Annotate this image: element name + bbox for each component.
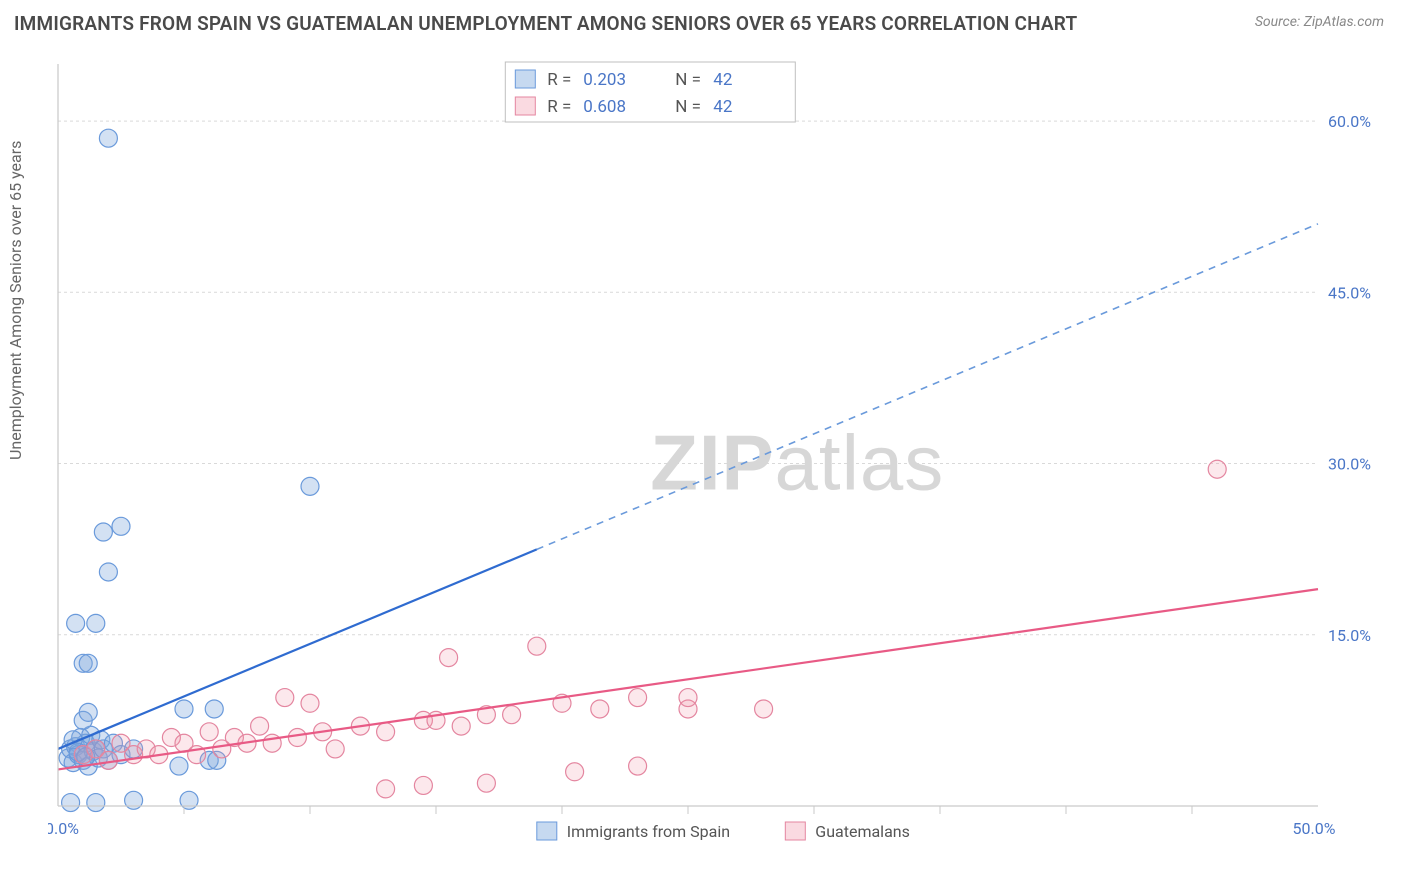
data-point-pink: [679, 689, 697, 707]
data-point-blue: [99, 563, 117, 581]
legend-n-label: N =: [675, 70, 701, 90]
data-point-pink: [629, 757, 647, 775]
data-point-blue: [67, 614, 85, 632]
data-point-pink: [414, 776, 432, 794]
data-point-blue: [170, 757, 188, 775]
watermark: ZIPatlas: [650, 419, 944, 507]
data-point-pink: [1208, 460, 1226, 478]
data-point-blue: [112, 517, 130, 535]
data-point-blue: [205, 700, 223, 718]
legend-r-value: 0.203: [583, 70, 626, 90]
source-attribution: Source: ZipAtlas.com: [1255, 14, 1384, 30]
legend-n-value: 42: [713, 97, 732, 117]
data-point-blue: [301, 477, 319, 495]
legend-n-label: N =: [675, 97, 701, 117]
y-tick-label: 60.0%: [1328, 112, 1371, 131]
chart-title: IMMIGRANTS FROM SPAIN VS GUATEMALAN UNEM…: [14, 12, 1077, 35]
data-point-pink: [276, 689, 294, 707]
data-point-pink: [326, 740, 344, 758]
correlation-scatter-chart: ZIPatlas 0.0% 50.0% 15.0% 30.0% 45.0% 60.0% R =…: [48, 46, 1388, 856]
data-point-blue: [175, 700, 193, 718]
y-tick-label: 30.0%: [1328, 455, 1371, 474]
data-point-pink: [629, 689, 647, 707]
legend-series-label: Immigrants from Spain: [567, 822, 730, 841]
x-tick-label: 50.0%: [1293, 819, 1336, 838]
data-point-pink: [377, 780, 395, 798]
legend-r-label: R =: [547, 97, 571, 117]
data-point-blue: [94, 523, 112, 541]
y-tick-label: 45.0%: [1328, 283, 1371, 302]
data-point-pink: [452, 717, 470, 735]
x-tick-label: 0.0%: [48, 819, 79, 838]
legend-r-label: R =: [547, 70, 571, 90]
legend-n-value: 42: [713, 70, 732, 90]
data-point-pink: [288, 729, 306, 747]
data-point-pink: [528, 637, 546, 655]
y-tick-label: 15.0%: [1328, 626, 1371, 645]
data-point-blue: [99, 129, 117, 147]
data-point-blue: [62, 794, 80, 812]
data-point-pink: [755, 700, 773, 718]
legend-swatch-pink: [515, 97, 535, 115]
data-point-pink: [301, 694, 319, 712]
data-point-blue: [87, 614, 105, 632]
legend-swatch-pink: [785, 822, 805, 840]
legend-series-label: Guatemalans: [815, 822, 910, 841]
legend-swatch-blue: [537, 822, 557, 840]
legend-swatch-blue: [515, 70, 535, 88]
legend-r-value: 0.608: [583, 97, 626, 117]
data-point-pink: [477, 774, 495, 792]
data-point-pink: [566, 763, 584, 781]
data-point-pink: [200, 723, 218, 741]
y-axis-label: Unemployment Among Seniors over 65 years: [6, 141, 25, 460]
data-point-blue: [79, 654, 97, 672]
data-point-pink: [377, 723, 395, 741]
data-point-blue: [79, 703, 97, 721]
data-point-pink: [440, 649, 458, 667]
trendline-pink: [58, 589, 1318, 769]
data-point-pink: [251, 717, 269, 735]
data-point-pink: [591, 700, 609, 718]
data-point-pink: [503, 706, 521, 724]
data-point-blue: [87, 794, 105, 812]
